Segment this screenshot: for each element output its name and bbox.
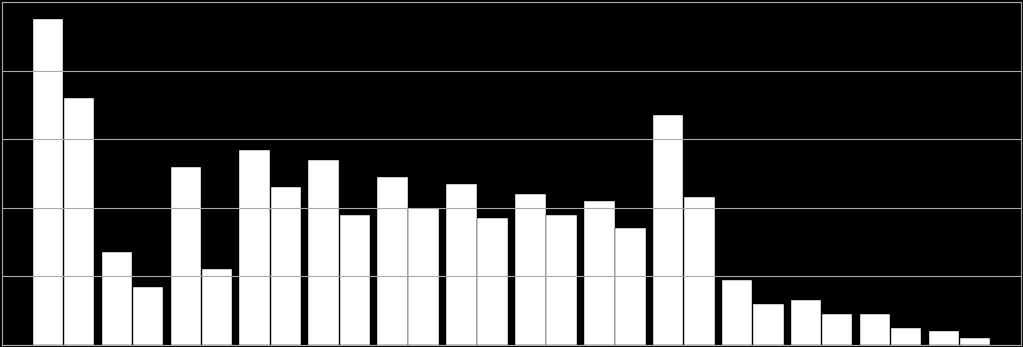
Bar xyxy=(171,167,202,345)
Bar xyxy=(478,218,507,345)
Bar xyxy=(516,194,545,345)
Bar xyxy=(859,314,890,345)
Bar xyxy=(101,252,132,345)
Bar xyxy=(584,201,615,345)
Bar xyxy=(821,314,852,345)
Bar xyxy=(791,301,821,345)
Bar xyxy=(202,270,232,345)
Bar xyxy=(653,115,683,345)
Bar xyxy=(308,160,339,345)
Bar xyxy=(239,150,270,345)
Bar xyxy=(33,19,63,345)
Bar xyxy=(615,228,646,345)
Bar xyxy=(546,215,577,345)
Bar xyxy=(929,331,960,345)
Bar xyxy=(891,328,922,345)
Bar xyxy=(408,208,439,345)
Bar xyxy=(960,338,990,345)
Bar xyxy=(722,280,752,345)
Bar xyxy=(63,98,94,345)
Bar xyxy=(753,304,784,345)
Bar xyxy=(340,215,370,345)
Bar xyxy=(684,197,715,345)
Bar xyxy=(271,187,301,345)
Bar xyxy=(133,287,164,345)
Bar xyxy=(377,177,408,345)
Bar xyxy=(446,184,477,345)
